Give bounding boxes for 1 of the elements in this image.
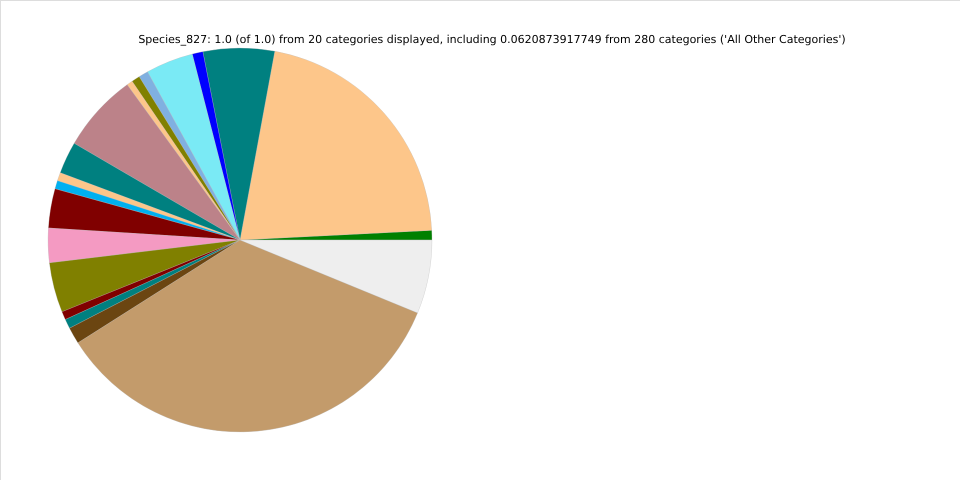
text: Species_827: 1.0 (of 1.0) from 20 categories displayed, including 0.0620873917749 from 280 categories ('All Other Categories') (138, 33, 846, 46)
